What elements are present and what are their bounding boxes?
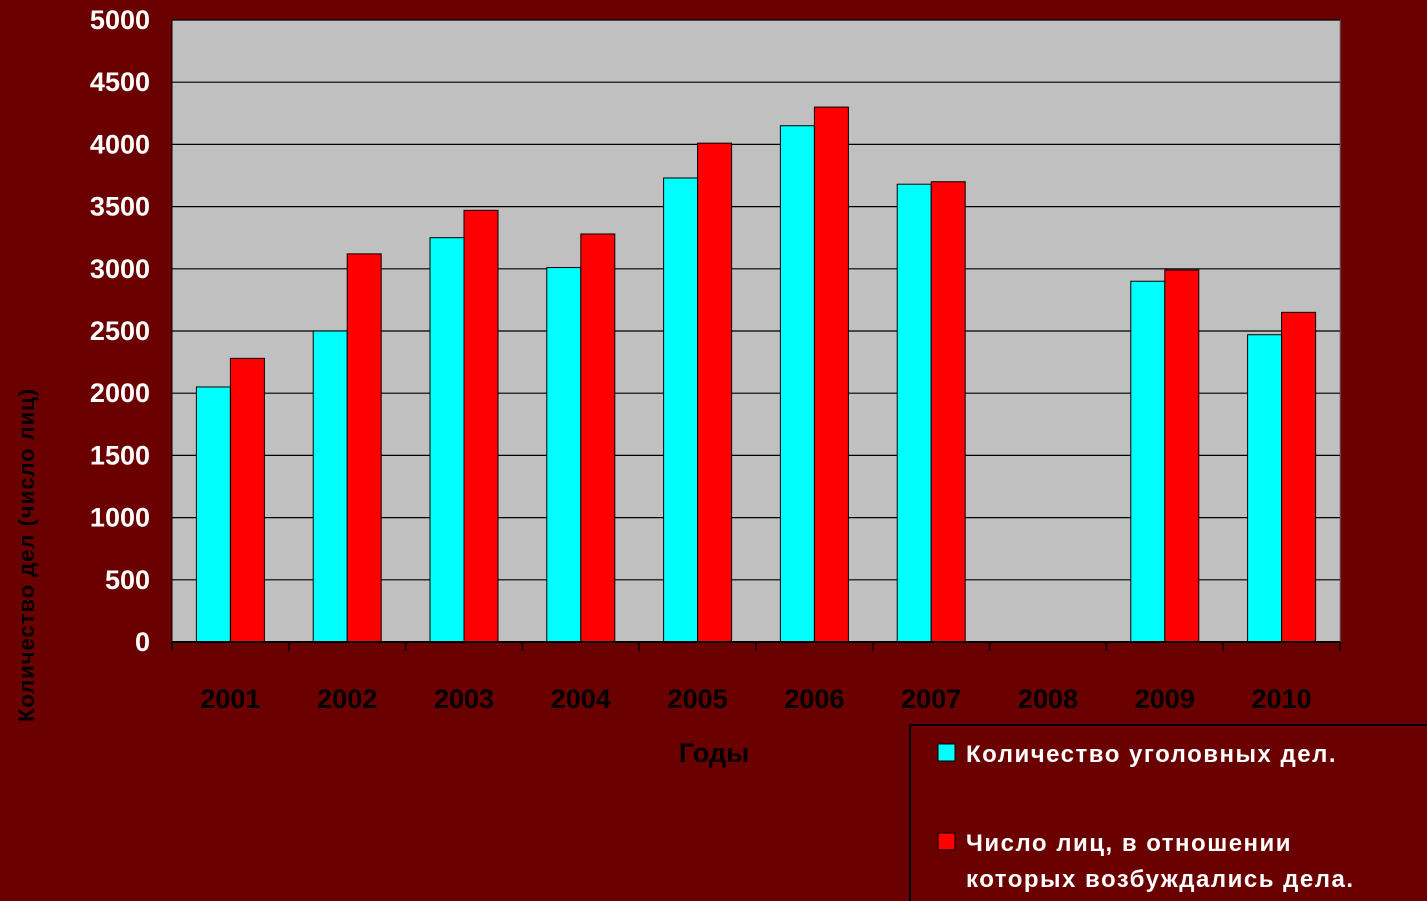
legend-swatch-persons: [937, 832, 956, 851]
x-tick-labels: 2001 2002 2003 2004 2005 2006 2007 2008 2009 2010: [200, 684, 1311, 714]
y-tick-label: 5000: [90, 5, 150, 35]
legend-label-persons-line-2: которых возбуждались дела.: [966, 866, 1355, 893]
x-tick-label: 2008: [1018, 684, 1078, 714]
bar-cases-2005: [663, 177, 699, 643]
bar-cases-2010: [1247, 334, 1283, 643]
bar-cases-2006: [779, 125, 815, 643]
legend-label-cases: Количество уголовных дел.: [966, 741, 1337, 768]
bar-persons-2001: [229, 357, 265, 643]
bar-persons-2003: [463, 209, 499, 643]
y-tick-label: 0: [135, 627, 150, 657]
x-tick-label: 2002: [317, 684, 377, 714]
y-tick-label: 4500: [90, 67, 150, 97]
y-tick-label: 2000: [90, 378, 150, 408]
y-tick-label: 1500: [90, 440, 150, 470]
legend-box: [909, 724, 1427, 901]
y-tick-label: 4000: [90, 129, 150, 159]
x-tick-label: 2005: [668, 684, 728, 714]
x-tick-label: 2003: [434, 684, 494, 714]
y-tick-label: 1000: [90, 503, 150, 533]
bar-cases-2002: [312, 330, 348, 643]
y-tick-label: 2500: [90, 316, 150, 346]
x-tick-label: 2007: [901, 684, 961, 714]
bar-persons-2009: [1164, 269, 1200, 643]
y-tick-label: 3500: [90, 192, 150, 222]
bar-cases-2003: [429, 237, 465, 643]
y-tick-labels: 0 500 1000 1500 2000 2500 3000 3500 4000 4500 5000: [90, 5, 150, 657]
bar-persons-2010: [1281, 311, 1317, 643]
x-tick-label: 2006: [784, 684, 844, 714]
x-tick-label: 2001: [200, 684, 260, 714]
y-tick-label: 500: [105, 565, 150, 595]
x-tick-label: 2004: [551, 684, 611, 714]
bar-cases-2001: [195, 386, 231, 643]
x-tick-label: 2009: [1135, 684, 1195, 714]
bar-persons-2004: [580, 233, 616, 643]
bar-cases-2009: [1130, 280, 1166, 643]
bar-cases-2004: [546, 267, 582, 643]
axes: [171, 20, 1341, 651]
bar-persons-2005: [697, 142, 733, 643]
x-axis-title: Годы: [679, 738, 749, 768]
legend-swatch-cases: [937, 743, 956, 762]
y-axis-title: Количество дел (число лиц): [14, 388, 39, 722]
legend-label-persons-line-1: Число лиц, в отношении: [966, 830, 1292, 857]
bar-persons-2006: [813, 106, 849, 643]
y-tick-label: 3000: [90, 254, 150, 284]
x-tick-label: 2010: [1252, 684, 1312, 714]
bar-cases-2007: [896, 183, 932, 643]
bar-persons-2007: [930, 181, 966, 643]
legend: Количество уголовных дел. Число лиц, в о…: [909, 724, 1427, 901]
bar-persons-2002: [346, 253, 382, 643]
